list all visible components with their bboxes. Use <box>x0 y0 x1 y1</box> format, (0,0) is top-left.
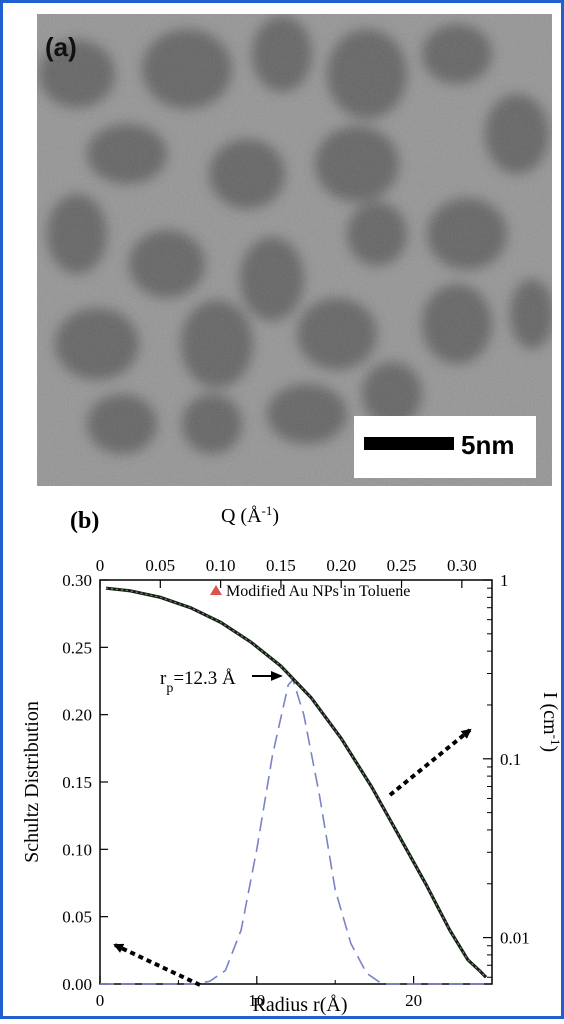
y-tick-label: 0.30 <box>62 571 92 590</box>
series-scattering-data <box>105 586 488 979</box>
y2-tick-label: 0.01 <box>500 929 530 948</box>
y-tick-label: 0.00 <box>62 975 92 994</box>
annotation-label: rp=12.3 Å <box>160 668 236 696</box>
series-fit-curve <box>105 587 487 978</box>
x2-tick-label: 0.05 <box>145 556 175 575</box>
y-tick-label: 0.20 <box>62 706 92 725</box>
bottom-axis-label: Radius r(Å) <box>253 994 348 1016</box>
scale-bar <box>364 437 454 450</box>
y2-tick-label: 1 <box>500 571 509 590</box>
x2-tick-label: 0.25 <box>387 556 417 575</box>
chart-svg: (b) Q (Å-1) 0 10 200.000.050.100.150.200.2… <box>21 503 564 1017</box>
x-tick-label: 20 <box>405 991 422 1010</box>
right-axis-label: I (cm-1) <box>539 692 564 752</box>
y-tick-label: 0.15 <box>62 773 92 792</box>
tem-micrograph: (a) 5nm <box>37 14 554 486</box>
scale-bar-label: 5nm <box>461 430 514 460</box>
panel-a-label: (a) <box>45 32 77 62</box>
legend: Modified Au NPs in Toluene <box>210 583 410 600</box>
x2-tick-label: 0.10 <box>206 556 236 575</box>
y2-tick-label: 0.1 <box>500 750 521 769</box>
x-tick-label: 10 <box>248 991 265 1010</box>
y-tick-label: 0.25 <box>62 638 92 657</box>
x2-tick-label: 0.20 <box>326 556 356 575</box>
series-schultz-distribution <box>100 678 485 985</box>
x-tick-label: 0 <box>96 991 105 1010</box>
x2-tick-label: 0.30 <box>447 556 477 575</box>
panel-b-label: (b) <box>70 508 99 534</box>
chart-panel: (b) Q (Å-1) 0 10 20 0.00 0.05 0.10 0.15 0.20 0.2… <box>0 490 564 1019</box>
plot-frame <box>99 579 493 985</box>
arrow-to-right-axis <box>388 728 472 797</box>
y-tick-label: 0.05 <box>62 908 92 927</box>
legend-triangle-marker <box>210 585 222 595</box>
left-axis-label: Schultz Distribution <box>21 701 43 863</box>
legend-entry: Modified Au NPs in Toluene <box>226 583 410 600</box>
x2-tick-label: 0 <box>96 556 105 575</box>
top-axis-label: Q (Å-1) <box>221 503 279 528</box>
x2-tick-label: 0.15 <box>266 556 296 575</box>
arrow-to-left-axis <box>113 943 201 987</box>
y-tick-label: 0.10 <box>62 840 92 859</box>
plot-area: 0 10 200.000.050.100.150.200.250.300 0.05 0.… <box>62 556 530 1010</box>
tem-image: (a) 5nm <box>37 14 554 486</box>
